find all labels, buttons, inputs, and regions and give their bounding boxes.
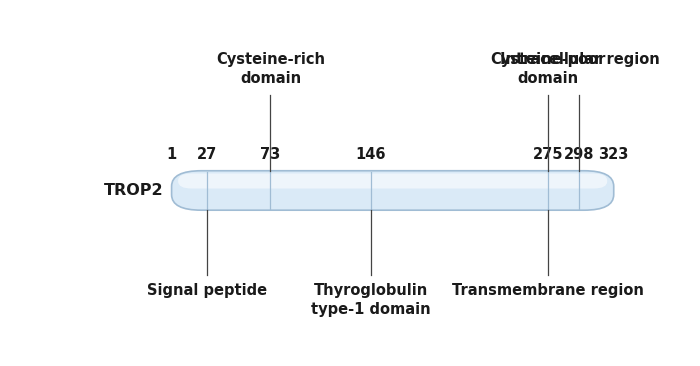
Text: Cysteine-poor
domain: Cysteine-poor domain bbox=[490, 52, 606, 86]
Text: 73: 73 bbox=[260, 147, 281, 162]
FancyBboxPatch shape bbox=[172, 171, 614, 210]
Text: Intracellular region: Intracellular region bbox=[500, 52, 659, 67]
Text: 323: 323 bbox=[598, 147, 629, 162]
Text: TROP2: TROP2 bbox=[104, 183, 163, 198]
Text: Cysteine-rich
domain: Cysteine-rich domain bbox=[216, 52, 325, 86]
Text: 275: 275 bbox=[533, 147, 563, 162]
Text: 1: 1 bbox=[167, 147, 176, 162]
Text: 146: 146 bbox=[356, 147, 386, 162]
Text: 27: 27 bbox=[197, 147, 218, 162]
Text: Signal peptide: Signal peptide bbox=[147, 283, 267, 298]
Text: Transmembrane region: Transmembrane region bbox=[452, 283, 644, 298]
FancyBboxPatch shape bbox=[178, 173, 607, 188]
Text: 298: 298 bbox=[564, 147, 594, 162]
Text: Thyroglobulin
type-1 domain: Thyroglobulin type-1 domain bbox=[311, 283, 430, 317]
